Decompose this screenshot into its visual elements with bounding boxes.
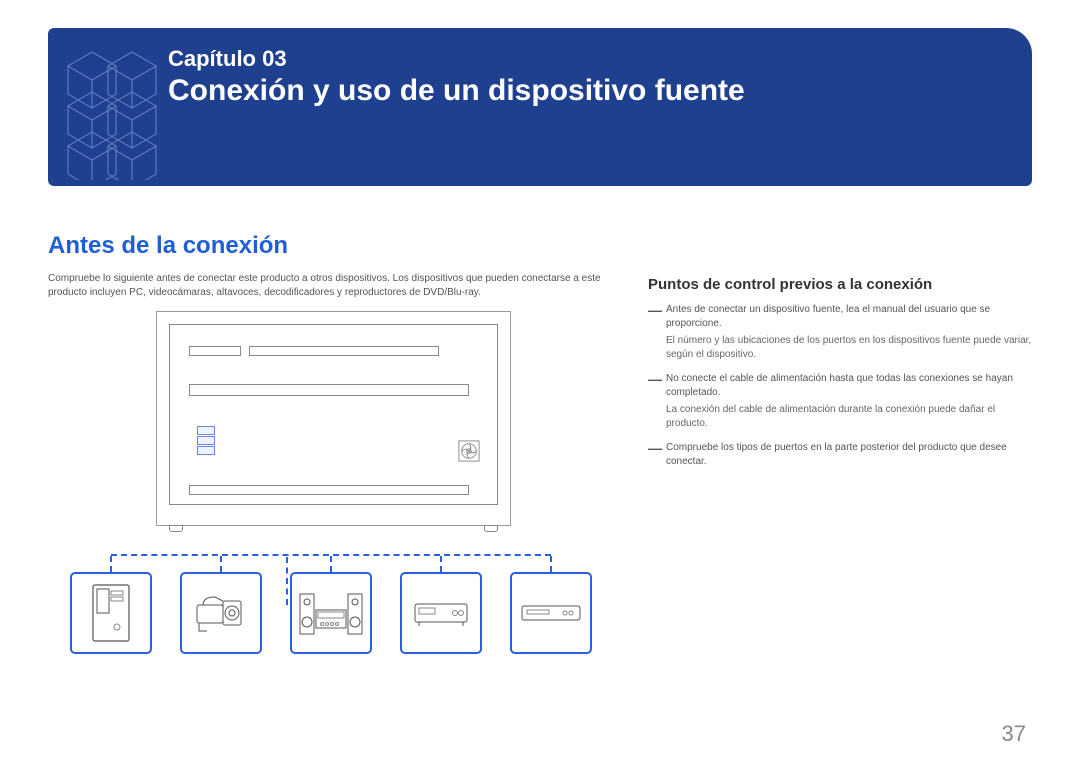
- device-pc-tower: [70, 572, 152, 654]
- right-column: Puntos de control previos a la conexión …: [648, 272, 1032, 654]
- intro-paragraph: Compruebe lo siguiente antes de conectar…: [48, 272, 608, 299]
- note-main: No conecte el cable de alimentación hast…: [666, 373, 1013, 398]
- slot-middle: [189, 384, 469, 396]
- slot-small: [189, 346, 241, 356]
- connector-vertical-main: [286, 557, 288, 605]
- slot-top-wide: [249, 346, 439, 356]
- stereo-icon: [298, 588, 364, 638]
- camcorder-icon: [193, 591, 249, 635]
- chapter-header: Capítulo 03 Conexión y uso de un disposi…: [48, 28, 1032, 186]
- note-item: ― No conecte el cable de alimentación ha…: [648, 372, 1032, 431]
- settop-icon: [411, 596, 471, 630]
- dash-bullet-icon: ―: [648, 303, 662, 317]
- stand-left: [169, 525, 183, 532]
- dash-bullet-icon: ―: [648, 372, 662, 386]
- device-dvd-player: [510, 572, 592, 654]
- dvd-icon: [519, 600, 583, 626]
- fan-icon: [458, 440, 480, 462]
- device-row: [70, 572, 608, 654]
- note-item: ― Compruebe los tipos de puertos en la p…: [648, 441, 1032, 469]
- chapter-label: Capítulo 03: [168, 46, 1004, 72]
- slot-bottom: [189, 485, 469, 495]
- chapter-title: Conexión y uso de un dispositivo fuente: [168, 74, 1004, 107]
- dash-bullet-icon: ―: [648, 441, 662, 455]
- subsection-title: Puntos de control previos a la conexión: [648, 276, 1032, 293]
- device-camcorder: [180, 572, 262, 654]
- note-main: Antes de conectar un dispositivo fuente,…: [666, 304, 990, 329]
- display-rear-diagram: [156, 311, 511, 526]
- device-set-top-box: [400, 572, 482, 654]
- page-root: Capítulo 03 Conexión y uso de un disposi…: [0, 0, 1080, 763]
- note-sub: El número y las ubicaciones de los puert…: [666, 331, 1032, 362]
- section-title: Antes de la conexión: [48, 232, 1032, 260]
- cubes-decoration: [58, 42, 168, 180]
- two-column-layout: Compruebe lo siguiente antes de conectar…: [48, 272, 1032, 654]
- page-number: 37: [1002, 721, 1026, 747]
- note-sub: La conexión del cable de alimentación du…: [666, 400, 1032, 431]
- note-main: Compruebe los tipos de puertos en la par…: [666, 442, 1007, 467]
- port-stack: [197, 426, 215, 456]
- pc-tower-icon: [91, 583, 131, 643]
- left-column: Compruebe lo siguiente antes de conectar…: [48, 272, 608, 654]
- note-item: ― Antes de conectar un dispositivo fuent…: [648, 303, 1032, 362]
- stand-right: [484, 525, 498, 532]
- device-stereo-speakers: [290, 572, 372, 654]
